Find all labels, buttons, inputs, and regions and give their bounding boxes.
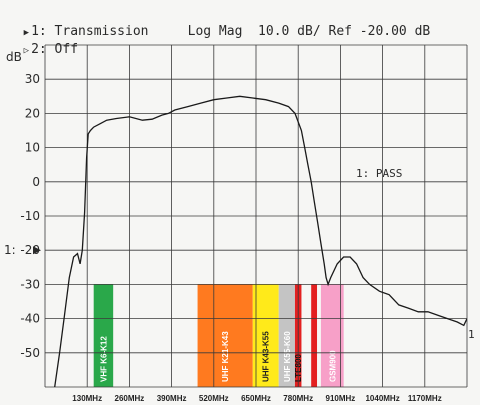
trace-line-0: [54, 95, 467, 387]
trace-1-info: 1: Transmission Log Mag 10.0 dB/ Ref -20…: [31, 24, 431, 39]
x-tick-label: 260MHz: [115, 394, 145, 403]
x-tick-label: 1170MHz: [408, 394, 442, 403]
band-6: [320, 284, 344, 387]
band-label-6: GSM900: [328, 350, 337, 382]
active-trace-marker-icon: ▶: [23, 28, 30, 38]
y-tick-label: -20: [20, 243, 40, 257]
x-tick-label: 520MHz: [199, 394, 229, 403]
inactive-trace-marker-icon: ▷: [23, 46, 30, 56]
trace-2-header: ▷ 2: Off: [8, 27, 78, 57]
y-tick-label: -40: [20, 312, 40, 326]
y-tick-label: -50: [20, 346, 40, 360]
ref-marker-icon: [33, 246, 41, 255]
y-tick-label: 0: [32, 175, 40, 189]
y-tick-label: 20: [25, 106, 40, 120]
y-tick-label: 10: [25, 141, 40, 155]
y-tick-label: -10: [20, 209, 40, 223]
y-tick-label: 30: [25, 72, 40, 86]
x-tick-label: 130MHz: [72, 394, 102, 403]
trace-end-label: 1: [468, 328, 475, 341]
y-tick-label: -30: [20, 277, 40, 291]
band-5: [311, 284, 318, 387]
band-2: [252, 284, 279, 387]
ref-marker-label: 1:: [4, 243, 16, 257]
band-1: [197, 284, 253, 387]
trace-2-info: 2: Off: [31, 42, 79, 57]
x-tick-label: 1040MHz: [365, 394, 399, 403]
band-3: [278, 284, 295, 387]
band-label-0: VHF K6-K12: [99, 336, 108, 382]
x-tick-label: 390MHz: [157, 394, 187, 403]
y-axis-label: dB: [6, 50, 22, 64]
band-label-1: UHF K21-K43: [221, 331, 230, 382]
band-label-3: UHF K55-K60: [283, 331, 292, 382]
band-0: [93, 284, 114, 387]
x-tick-label: 910MHz: [326, 394, 356, 403]
band-label-4: LTE800: [294, 354, 303, 382]
band-label-2: UHF K43-K55: [262, 331, 271, 382]
x-tick-label: 780MHz: [283, 394, 313, 403]
trace-1-header: ▶ 1: Transmission Log Mag 10.0 dB/ Ref -2…: [8, 9, 431, 39]
pass-annotation: 1: PASS: [356, 167, 402, 180]
x-tick-label: 650MHz: [241, 394, 271, 403]
